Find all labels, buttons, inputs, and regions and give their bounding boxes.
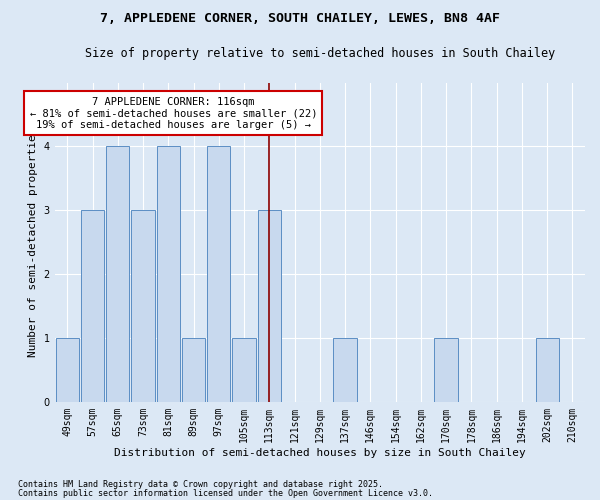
Bar — [131, 210, 155, 402]
Text: Contains HM Land Registry data © Crown copyright and database right 2025.: Contains HM Land Registry data © Crown c… — [18, 480, 383, 489]
Bar — [232, 338, 256, 402]
Bar — [56, 338, 79, 402]
Bar — [536, 338, 559, 402]
Bar — [334, 338, 357, 402]
Bar — [182, 338, 205, 402]
Bar — [258, 210, 281, 402]
Bar — [434, 338, 458, 402]
Bar — [106, 146, 130, 402]
Bar — [157, 146, 180, 402]
Bar — [207, 146, 230, 402]
Bar — [81, 210, 104, 402]
Text: 7 APPLEDENE CORNER: 116sqm
← 81% of semi-detached houses are smaller (22)
19% of: 7 APPLEDENE CORNER: 116sqm ← 81% of semi… — [29, 96, 317, 130]
Title: Size of property relative to semi-detached houses in South Chailey: Size of property relative to semi-detach… — [85, 48, 555, 60]
X-axis label: Distribution of semi-detached houses by size in South Chailey: Distribution of semi-detached houses by … — [114, 448, 526, 458]
Y-axis label: Number of semi-detached properties: Number of semi-detached properties — [28, 128, 38, 357]
Text: 7, APPLEDENE CORNER, SOUTH CHAILEY, LEWES, BN8 4AF: 7, APPLEDENE CORNER, SOUTH CHAILEY, LEWE… — [100, 12, 500, 26]
Text: Contains public sector information licensed under the Open Government Licence v3: Contains public sector information licen… — [18, 489, 433, 498]
